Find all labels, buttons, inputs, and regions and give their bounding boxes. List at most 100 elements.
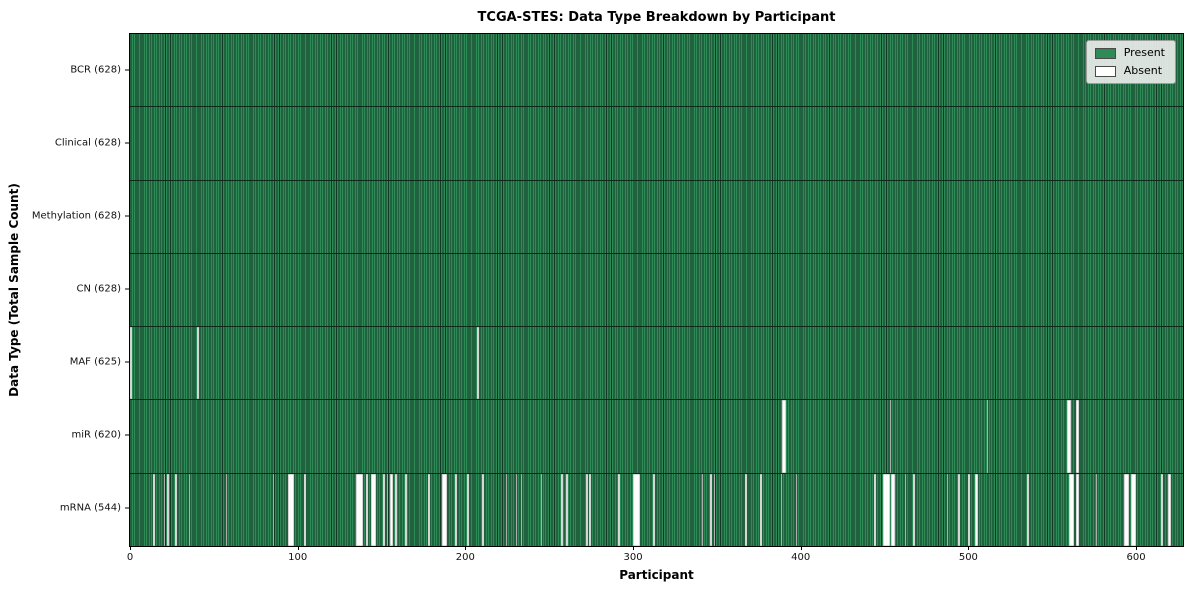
absent-stripe-mRNA-57 (225, 473, 228, 546)
absent-stripe-mRNA-367 (745, 473, 748, 546)
absent-stripe-mRNA-494 (958, 473, 960, 546)
x-tick-label-200: 200 (455, 552, 475, 563)
x-tick-mark (633, 546, 635, 550)
absent-stripe-mRNA-615 (1161, 473, 1163, 546)
absent-stripe-mRNA-153 (386, 473, 389, 546)
absent-stripe-mRNA-230 (515, 473, 518, 546)
x-tick-label-100: 100 (288, 552, 308, 563)
y-tick-mark (125, 434, 129, 436)
absent-stripe-miR-511 (986, 400, 989, 473)
x-tick-label-300: 300 (623, 552, 643, 563)
absent-stripe-mRNA-500 (968, 473, 971, 546)
x-tick-label-400: 400 (791, 552, 811, 563)
absent-stripe-mRNA-135 (356, 473, 364, 546)
x-tick-mark (968, 546, 970, 550)
absent-stripe-mRNA-164 (404, 473, 407, 546)
absent-stripe-mRNA-593 (1124, 473, 1130, 546)
x-tick-label-0: 0 (126, 552, 134, 563)
absent-stripe-mRNA-291 (617, 473, 620, 546)
absent-stripe-mRNA-449 (882, 473, 890, 546)
absent-stripe-miR-564 (1075, 400, 1080, 473)
absent-stripe-mRNA-186 (441, 473, 447, 546)
absent-stripe-mRNA-576 (1095, 473, 1098, 546)
x-tick-mark (800, 546, 802, 550)
row-mRNA (130, 472, 1183, 546)
absent-stripe-mRNA-141 (366, 473, 369, 546)
y-tick-mark (125, 215, 129, 217)
absent-stripe-mRNA-454 (891, 473, 895, 546)
x-tick-mark (130, 546, 131, 550)
absent-stripe-MAF-207 (477, 327, 479, 400)
absent-stripe-mRNA-22 (166, 473, 169, 546)
legend-entry-present: Present (1094, 46, 1165, 59)
legend-label-absent: Absent (1123, 64, 1163, 77)
absent-stripe-mRNA-487 (946, 473, 949, 546)
absent-stripe-mRNA-155 (389, 473, 394, 546)
absent-stripe-mRNA-233 (520, 473, 523, 546)
x-tick-mark (465, 546, 467, 550)
absent-stripe-mRNA-35 (188, 473, 191, 546)
absent-stripe-mRNA-348 (713, 473, 716, 546)
x-tick-label-500: 500 (958, 552, 978, 563)
absent-stripe-mRNA-376 (760, 473, 763, 546)
absent-stripe-mRNA-504 (975, 473, 979, 546)
legend: Present Absent (1085, 40, 1176, 84)
absent-stripe-mRNA-560 (1068, 473, 1074, 546)
y-tick-label-Methylation: Methylation (628) (31, 210, 121, 222)
rows-container (130, 34, 1183, 546)
x-tick-mark (1136, 546, 1138, 550)
absent-stripe-mRNA-346 (710, 473, 712, 546)
absent-swatch-icon (1094, 65, 1116, 77)
absent-stripe-miR-453 (889, 400, 892, 473)
absent-stripe-mRNA-312 (653, 473, 655, 546)
row-miR (130, 399, 1183, 473)
absent-stripe-miR-389 (782, 400, 786, 473)
absent-stripe-mRNA-397 (795, 473, 798, 546)
absent-stripe-mRNA-272 (586, 473, 588, 546)
x-tick-mark (297, 546, 299, 550)
absent-stripe-mRNA-444 (874, 473, 877, 546)
absent-stripe-mRNA-462 (904, 473, 907, 546)
present-swatch-icon (1094, 47, 1116, 59)
y-tick-label-mRNA: mRNA (544) (59, 502, 121, 514)
y-tick-label-MAF: MAF (625) (69, 356, 121, 368)
row-MAF (130, 326, 1183, 400)
absent-stripe-MAF-40 (197, 327, 199, 400)
absent-stripe-mRNA-178 (428, 473, 431, 546)
chart-title: TCGA-STES: Data Type Breakdown by Partic… (477, 10, 836, 25)
plot-area: Present Absent (129, 33, 1184, 547)
absent-stripe-mRNA-388 (780, 473, 783, 546)
y-tick-label-CN: CN (628) (76, 283, 121, 295)
y-tick-mark (125, 507, 129, 509)
absent-stripe-mRNA-260 (565, 473, 568, 546)
absent-stripe-mRNA-85 (272, 473, 275, 546)
absent-stripe-mRNA-597 (1131, 473, 1137, 546)
y-tick-label-Clinical: Clinical (628) (54, 137, 121, 149)
y-axis-title: Data Type (Total Sample Count) (7, 183, 21, 397)
row-BCR (130, 34, 1183, 107)
absent-stripe-mRNA-341 (701, 473, 704, 546)
absent-stripe-mRNA-20 (163, 473, 166, 546)
absent-stripe-mRNA-245 (540, 473, 543, 546)
absent-stripe-mRNA-274 (589, 473, 592, 546)
absent-stripe-mRNA-27 (175, 473, 177, 546)
absent-stripe-mRNA-257 (560, 473, 563, 546)
absent-stripe-mRNA-144 (371, 473, 377, 546)
absent-stripe-mRNA-94 (287, 473, 295, 546)
absent-stripe-mRNA-535 (1027, 473, 1029, 546)
absent-stripe-mRNA-210 (482, 473, 484, 546)
absent-stripe-mRNA-467 (913, 473, 915, 546)
absent-stripe-mRNA-564 (1075, 473, 1080, 546)
x-axis-title: Participant (619, 568, 694, 582)
absent-stripe-mRNA-151 (383, 473, 385, 546)
absent-stripe-mRNA-158 (394, 473, 397, 546)
absent-stripe-mRNA-300 (633, 473, 640, 546)
absent-stripe-mRNA-201 (467, 473, 469, 546)
absent-stripe-mRNA-14 (153, 473, 156, 546)
row-Clinical (130, 106, 1183, 180)
legend-label-present: Present (1123, 46, 1165, 59)
absent-stripe-mRNA-194 (455, 473, 457, 546)
absent-stripe-mRNA-104 (304, 473, 307, 546)
x-tick-label-600: 600 (1126, 552, 1146, 563)
absent-stripe-miR-559 (1067, 400, 1071, 473)
